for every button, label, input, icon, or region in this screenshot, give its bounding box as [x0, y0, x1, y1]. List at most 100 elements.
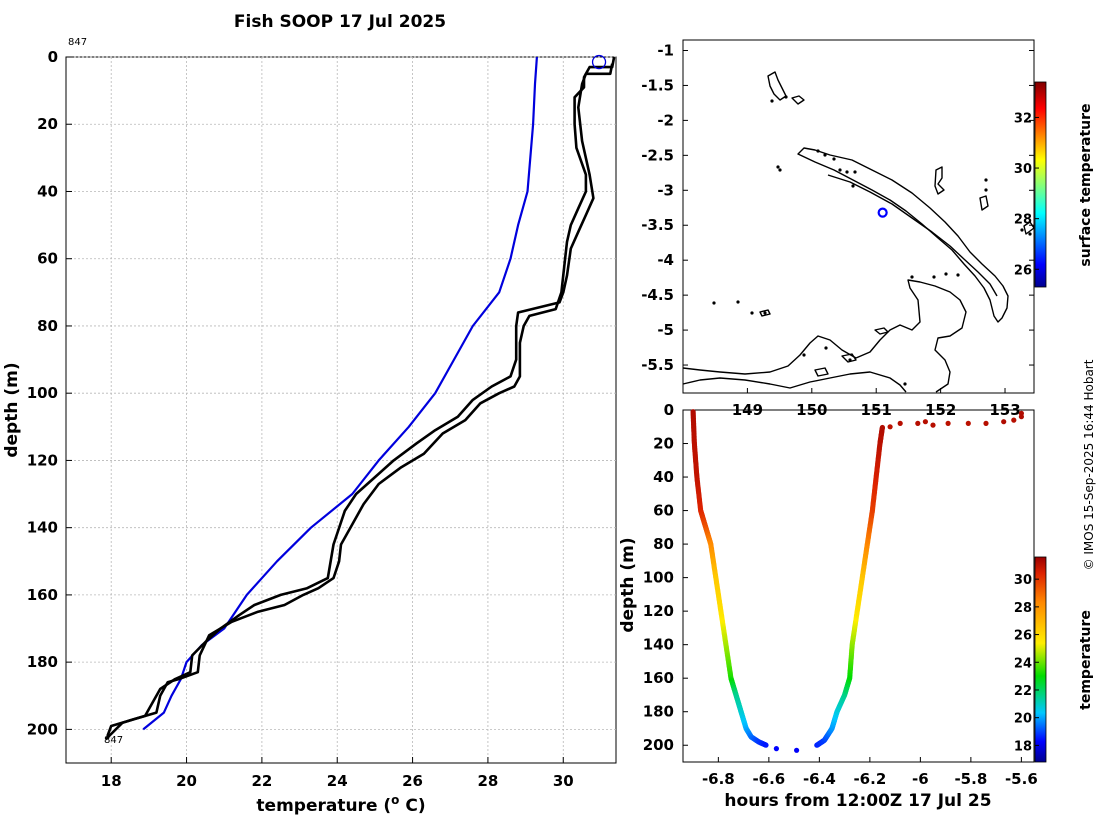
surface-data-point [945, 420, 951, 426]
island-east-1 [934, 166, 945, 195]
profile-surface-marker [591, 54, 607, 70]
map-islet [903, 382, 907, 386]
ship-position-marker [877, 207, 888, 218]
surface-data-point [915, 420, 921, 426]
map-islet [1020, 228, 1024, 232]
depth-time-y-tick-label: 120 [643, 602, 674, 620]
temperature-colorbar-label: temperature [1078, 610, 1094, 710]
island-east-3 [1023, 221, 1035, 235]
profile-y-tick-label: 200 [27, 720, 58, 738]
map-islet [770, 99, 774, 103]
island-south-1 [841, 353, 857, 363]
coastline-new-britain [682, 279, 967, 393]
surface-temperature-colorbar [1034, 81, 1047, 288]
map-chart: 149 150 151 152 153 -1-1.5-2-2.5-3-3.5-4-4.5… [641, 39, 1094, 419]
depth-time-x-tick-label: -5.8 [954, 770, 987, 788]
profile-x-tick-label: 20 [176, 772, 197, 790]
profile-y-tick-label: 0 [48, 48, 58, 66]
surface-colorbar-tick-label: 32 [1014, 111, 1032, 126]
depth-time-y-tick-label: 20 [653, 435, 674, 453]
depth-time-xlabel: hours from 12:00Z 17 Jul 25 [724, 791, 991, 811]
temperature-colorbar-tick-label: 24 [1014, 656, 1032, 671]
depth-time-ylabel: depth (m) [618, 537, 638, 632]
map-islet [1028, 232, 1032, 236]
map-islet [750, 311, 754, 315]
profile-series-black-2 [106, 63, 614, 737]
map-islet [763, 311, 767, 315]
surface-temperature-colorbar-label: surface temperature [1078, 103, 1094, 266]
depth-time-y-tick-label: 100 [643, 569, 674, 587]
map-y-tick-label: -3.5 [641, 216, 674, 234]
surface-data-point [983, 420, 989, 426]
profile-x-tick-label: 26 [402, 772, 423, 790]
figure-title: Fish SOOP 17 Jul 2025 [234, 12, 446, 32]
profile-ylabel: depth (m) [2, 362, 22, 457]
surface-data-point [1018, 414, 1024, 420]
surface-colorbar-tick-label: 26 [1014, 263, 1032, 278]
profile-x-tick-label: 30 [553, 772, 574, 790]
ascent-data-point [879, 424, 886, 431]
profile-chart: 18 20 22 24 26 28 30 0 20 40 60 80 100 120 140 160 180 2… [2, 37, 617, 816]
profile-series-black-1 [104, 56, 616, 741]
surface-data-point [1001, 419, 1007, 425]
depth-time-x-tick-label: -6.4 [803, 770, 836, 788]
depth-time-y-tick-label: 160 [643, 669, 674, 687]
temperature-colorbar-tick-label: 30 [1014, 573, 1032, 588]
map-islet [784, 95, 788, 99]
depth-time-y-tick-label: 80 [653, 535, 674, 553]
map-islet [736, 300, 740, 304]
map-islet [932, 275, 936, 279]
map-y-tick-label: -5.5 [641, 356, 674, 374]
temperature-colorbar [1034, 556, 1047, 763]
map-y-tick-label: -5 [657, 321, 674, 339]
profile-y-tick-label: 120 [27, 451, 58, 469]
profile-y-tick-label: 20 [37, 115, 58, 133]
map-islet [816, 149, 820, 153]
island-south-2 [814, 367, 829, 377]
map-islet [802, 353, 806, 357]
depth-time-x-tick-label: -6 [912, 770, 929, 788]
map-islet [776, 165, 780, 169]
map-islet [832, 157, 836, 161]
map-islet [823, 153, 827, 157]
profile-label-top: 847 [68, 37, 87, 48]
profile-y-tick-label: 160 [27, 586, 58, 604]
profile-x-tick-label: 18 [101, 772, 122, 790]
surface-data-point [922, 419, 929, 425]
profile-y-tick-label: 100 [27, 384, 58, 402]
map-y-tick-label: -1 [657, 41, 674, 59]
island-east-2 [979, 195, 989, 211]
profile-y-tick-label: 180 [27, 653, 58, 671]
island-top-left-2 [791, 95, 805, 105]
depth-time-y-tick-label: 140 [643, 636, 674, 654]
depth-time-chart: -6.8 -6.6 -6.4 -6.2 -6 -5.8 -5.6 0 20 40 60 80 100 1… [618, 401, 1094, 811]
map-y-tick-label: -4 [657, 251, 674, 269]
profile-y-tick-label: 140 [27, 519, 58, 537]
map-islet [910, 275, 914, 279]
map-islet [956, 273, 960, 277]
copyright-credit: © IMOS 15-Sep-2025 16:44 Hobart [1082, 359, 1096, 570]
temperature-colorbar-tick-label: 20 [1014, 712, 1032, 727]
map-y-tick-label: -3 [657, 181, 674, 199]
coastline-inner [827, 174, 998, 297]
surface-data-point [887, 424, 893, 430]
map-y-tick-label: -1.5 [641, 76, 674, 94]
island-west-2 [874, 327, 889, 335]
profile-y-tick-label: 60 [37, 250, 58, 268]
temperature-colorbar-tick-label: 28 [1014, 601, 1032, 616]
island-top-left [767, 71, 787, 101]
coastline-new-ireland [797, 147, 1009, 323]
map-plot-area [682, 39, 1035, 394]
surface-data-point [1011, 417, 1017, 423]
depth-time-plot-area [682, 409, 1035, 763]
surface-colorbar-tick-label: 28 [1014, 213, 1032, 228]
profile-y-tick-label: 80 [37, 317, 58, 335]
surface-data-point [930, 422, 936, 428]
map-islet [778, 168, 782, 172]
map-islet [824, 346, 828, 350]
surface-data-point [794, 747, 800, 753]
map-islet [984, 188, 988, 192]
depth-time-x-tick-label: -5.6 [1005, 770, 1038, 788]
temperature-colorbar-tick-label: 26 [1014, 629, 1032, 644]
